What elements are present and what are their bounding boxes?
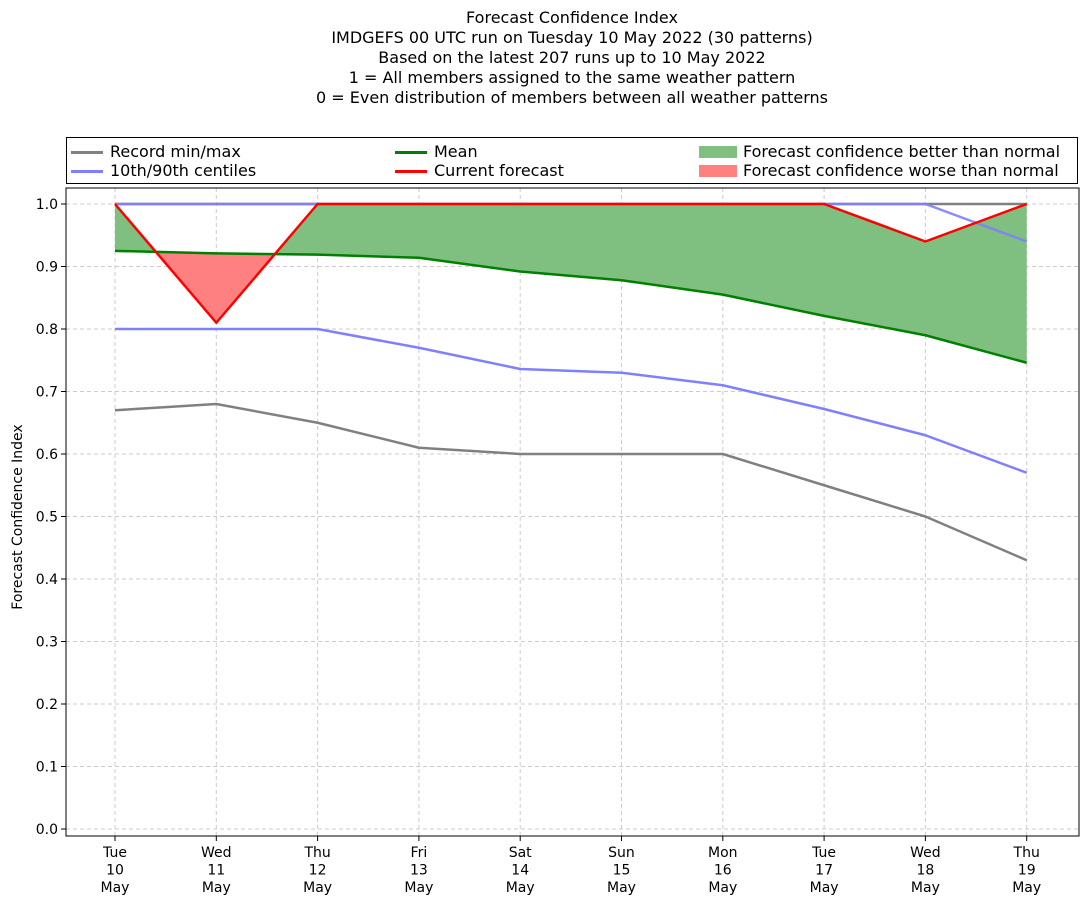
title-line-5: 0 = Even distribution of members between… — [315, 88, 829, 107]
title-line-2: IMDGEFS 00 UTC run on Tuesday 10 May 202… — [331, 28, 813, 47]
x-tick-label-line: 19 — [1018, 863, 1036, 879]
x-tick-label-line: Thu — [303, 845, 330, 861]
x-tick-label-line: Wed — [201, 845, 232, 861]
x-tick-label: Mon 16 May — [708, 845, 738, 896]
x-tick-label-line: Wed — [910, 845, 941, 861]
y-tick-label: 1.0 — [36, 197, 58, 213]
plot-frame — [65, 187, 1080, 837]
x-tick-label-line: May — [708, 880, 737, 896]
x-tick-label-line: Sat — [509, 845, 532, 861]
x-tick-label: Tue 17 May — [810, 845, 839, 896]
x-tick-label-line: 14 — [511, 863, 529, 879]
y-tick-label: 0.1 — [36, 760, 58, 776]
x-tick-label-line: 11 — [207, 863, 225, 879]
x-tick-label-line: 10 — [106, 863, 124, 879]
x-tick-label-line: May — [810, 880, 839, 896]
series-line-record-min — [114, 402, 1028, 562]
x-tick-label-line: 17 — [815, 863, 833, 879]
y-tick-label: 0.5 — [36, 510, 58, 526]
legend-swatch-centiles — [71, 170, 103, 173]
series-line-mean — [114, 249, 1028, 364]
x-tick-label-line: 13 — [410, 863, 428, 879]
x-tick-label: Sat 14 May — [506, 845, 535, 896]
legend-swatch-worse — [699, 165, 737, 177]
x-tick-label: Wed 11 May — [201, 845, 232, 896]
x-tick-label-line: May — [1012, 880, 1041, 896]
x-tick-label-line: Mon — [708, 845, 738, 861]
x-tick-label-line: Fri — [411, 845, 428, 861]
x-tick-label: Wed 18 May — [910, 845, 941, 896]
y-tick-label: 0.4 — [36, 572, 58, 588]
y-tick-label: 0.6 — [36, 447, 58, 463]
x-tick-label-line: Thu — [1013, 845, 1040, 861]
x-tick-label-line: Tue — [811, 845, 836, 861]
legend: Record min/max 10th/90th centiles Mean C… — [66, 137, 1078, 184]
x-tick-label-line: Tue — [102, 845, 127, 861]
y-tick-label: 0.9 — [36, 260, 58, 276]
x-tick-label: Fri 13 May — [404, 845, 433, 896]
y-tick-label: 0.7 — [36, 385, 58, 401]
legend-label-mean: Mean — [434, 142, 478, 161]
x-tick-label-line: 15 — [613, 863, 631, 879]
legend-label-better: Forecast confidence better than normal — [743, 142, 1061, 161]
fill-worse-than-normal — [155, 251, 275, 323]
legend-label-worse: Forecast confidence worse than normal — [743, 161, 1059, 180]
x-tick-label-line: May — [404, 880, 433, 896]
legend-label-centiles: 10th/90th centiles — [110, 161, 257, 180]
x-tick-label-line: May — [506, 880, 535, 896]
x-tick-label: Thu 19 May — [1012, 845, 1041, 896]
x-tick-label-line: 12 — [309, 863, 327, 879]
legend-swatch-better — [699, 146, 737, 158]
x-tick-label-line: May — [607, 880, 636, 896]
legend-label-record: Record min/max — [110, 142, 241, 161]
x-tick-label: Thu 12 May — [303, 845, 332, 896]
title-line-4: 1 = All members assigned to the same wea… — [348, 68, 796, 87]
legend-label-current: Current forecast — [434, 161, 564, 180]
series-line-p10 — [115, 327, 1028, 474]
x-tick-label-line: May — [911, 880, 940, 896]
x-tick-label: Tue 10 May — [101, 845, 130, 896]
x-tick-label: Sun 15 May — [607, 845, 636, 896]
series-lines — [114, 202, 1028, 562]
title-line-1: Forecast Confidence Index — [466, 8, 678, 27]
x-tick-label-line: Sun — [608, 845, 635, 861]
y-axis-label: Forecast Confidence Index — [10, 424, 26, 609]
y-tick-label: 0.3 — [36, 635, 58, 651]
chart-title: Forecast Confidence Index IMDGEFS 00 UTC… — [0, 8, 1092, 108]
series-line-current — [114, 202, 1028, 324]
x-tick-label-line: May — [303, 880, 332, 896]
y-tick-label: 0.8 — [36, 322, 58, 338]
title-line-3: Based on the latest 207 runs up to 10 Ma… — [378, 48, 766, 67]
y-tick-label: 0.0 — [36, 822, 58, 838]
x-tick-label-line: May — [101, 880, 130, 896]
x-tick-label-line: May — [202, 880, 231, 896]
y-tick-label: 0.2 — [36, 697, 58, 713]
x-tick-label-line: 18 — [916, 863, 934, 879]
legend-swatch-mean — [395, 151, 427, 154]
legend-swatch-record — [71, 151, 103, 154]
legend-swatch-current — [395, 170, 427, 173]
x-tick-label-line: 16 — [714, 863, 732, 879]
